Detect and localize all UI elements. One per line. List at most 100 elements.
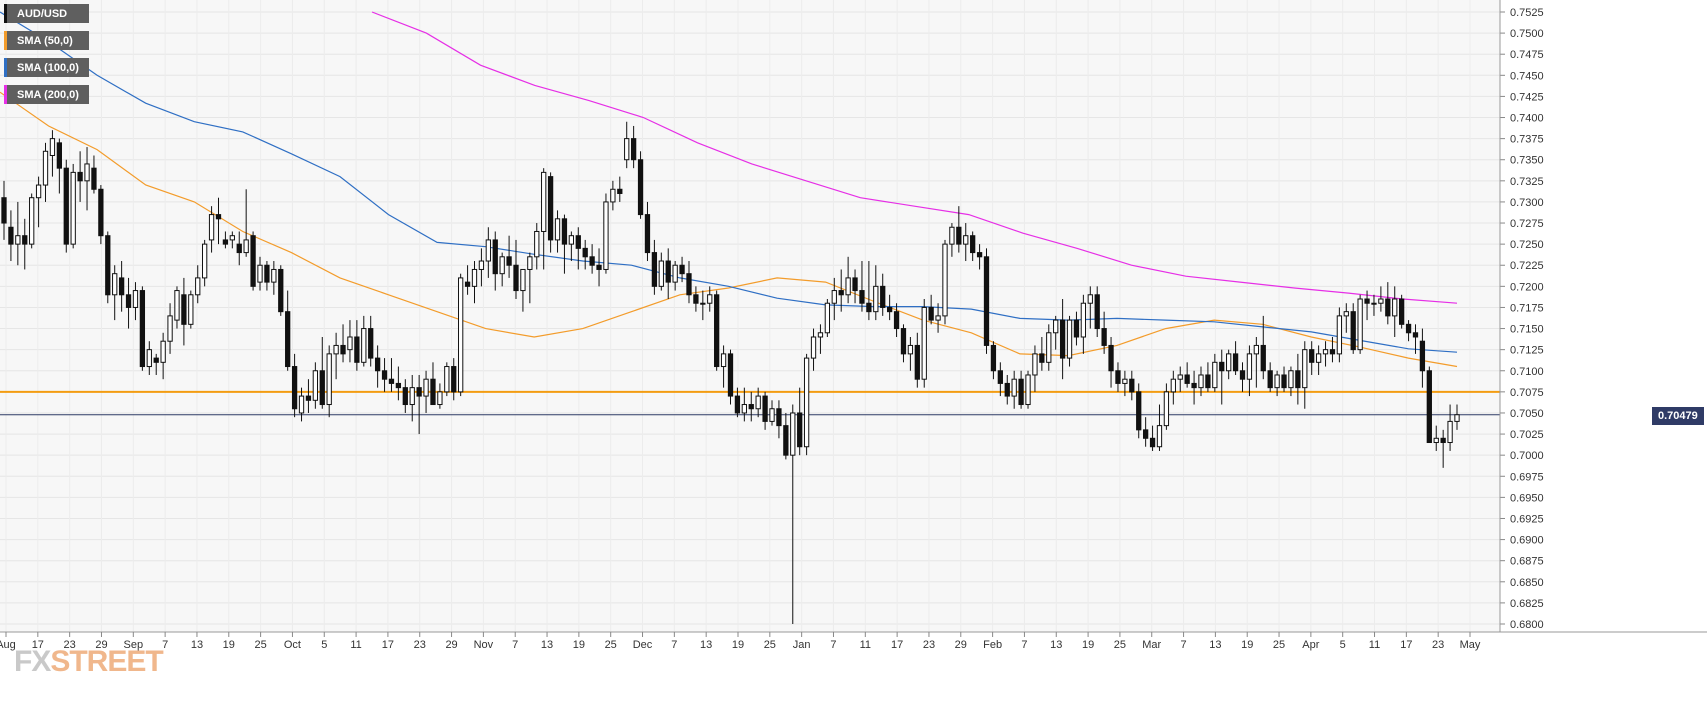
candle-body-bearish	[1232, 353, 1239, 372]
candle-body-bullish	[803, 357, 810, 448]
x-tick-label: 13	[1209, 639, 1221, 651]
candles	[1, 121, 1460, 624]
candle	[402, 379, 408, 413]
legend-label-sma50: SMA (50,0)	[17, 34, 73, 47]
y-tick-label: 0.7100	[1510, 366, 1544, 378]
sma-line	[0, 91, 1458, 368]
candle-body-bullish	[963, 235, 969, 245]
candle-body-bullish	[845, 277, 851, 296]
candle-body-bearish	[305, 395, 312, 401]
candle	[15, 201, 21, 266]
candle	[215, 197, 222, 245]
candle	[181, 277, 187, 346]
candle	[575, 227, 581, 270]
candle	[1454, 404, 1460, 430]
candle-body-bearish	[1412, 332, 1419, 338]
candle	[1087, 286, 1093, 329]
candle	[70, 163, 76, 249]
candle	[35, 176, 42, 228]
candle-body-bearish	[617, 188, 623, 194]
candle-body-bearish	[250, 235, 256, 287]
candle-body-bullish	[1170, 378, 1176, 393]
candle-body-bullish	[1080, 302, 1087, 338]
candle	[29, 193, 35, 249]
candle-body-bullish	[70, 171, 76, 245]
candle	[534, 223, 540, 270]
candle	[658, 252, 664, 291]
candle	[769, 400, 775, 426]
candle-body-bullish	[208, 214, 215, 241]
candle	[1329, 336, 1336, 363]
candle-body-bullish	[1011, 378, 1017, 397]
candle-body-bullish	[333, 344, 339, 355]
candle-body-bearish	[236, 243, 242, 254]
x-tick-label: 19	[1082, 639, 1094, 651]
candle-body-bearish	[727, 353, 734, 397]
candle	[686, 261, 692, 304]
candle	[478, 248, 485, 287]
x-tick-label: 19	[1241, 639, 1253, 651]
candle-body-bearish	[63, 167, 69, 245]
candle-body-bearish	[582, 247, 588, 258]
x-tick-label: Feb	[983, 639, 1002, 651]
x-tick-label: 11	[350, 639, 361, 651]
candle-body-bearish	[783, 425, 789, 456]
candle-body-bearish	[222, 239, 229, 245]
candle	[700, 290, 706, 321]
candle	[174, 286, 180, 329]
candle-body-bullish	[112, 273, 118, 296]
y-tick-label: 0.6875	[1510, 556, 1544, 568]
candle	[1059, 299, 1066, 380]
candle	[1205, 362, 1211, 392]
legend-item-sma100[interactable]: SMA (100,0)	[4, 58, 89, 77]
candle-body-bearish	[91, 167, 97, 190]
candle	[582, 239, 588, 270]
x-tick-label: 23	[923, 639, 935, 651]
candle-body-bullish	[257, 264, 263, 283]
candle-body-bearish	[762, 395, 768, 422]
candle	[520, 268, 526, 312]
candle	[105, 231, 111, 304]
candle-body-bullish	[409, 387, 415, 406]
candle-body-bearish	[596, 264, 602, 270]
legend-item-sma50[interactable]: SMA (50,0)	[4, 31, 89, 50]
candle	[222, 231, 229, 249]
plot-background	[0, 0, 1500, 632]
legend-item-sma200[interactable]: SMA (200,0)	[4, 85, 89, 104]
logo-street: STREET	[50, 645, 163, 678]
candle	[1426, 366, 1432, 444]
candle-body-bearish	[430, 378, 436, 406]
candle	[285, 290, 291, 371]
candle	[1046, 324, 1052, 371]
candle-body-bullish	[312, 370, 319, 401]
candle	[1039, 336, 1045, 371]
x-tick-label: 7	[512, 639, 518, 651]
legend-item-audusd[interactable]: AUD/USD	[4, 4, 89, 23]
candle	[395, 366, 402, 401]
y-tick-label: 0.6975	[1510, 471, 1544, 483]
candle	[1364, 290, 1370, 321]
candle-body-bearish	[1101, 328, 1107, 346]
candle	[1073, 311, 1080, 346]
x-tick-label: 29	[445, 639, 457, 651]
candle-body-bullish	[741, 404, 747, 414]
y-tick-label: 0.7450	[1510, 70, 1544, 82]
candle-body-bullish	[707, 294, 713, 304]
candle	[1163, 383, 1170, 430]
candle-body-bearish	[893, 311, 900, 330]
candle-body-bearish	[644, 214, 651, 254]
candle	[852, 269, 858, 304]
candle-body-bearish	[1399, 298, 1405, 325]
candle	[471, 261, 478, 304]
candle-body-bearish	[416, 387, 422, 397]
candle-body-bullish	[1025, 374, 1031, 406]
x-tick-label: 17	[891, 639, 903, 651]
candle-body-bullish	[1447, 420, 1453, 444]
candle	[880, 273, 886, 316]
candle	[665, 248, 671, 300]
candle-body-bearish	[637, 159, 644, 216]
candle-body-bearish	[1309, 349, 1315, 363]
candle-body-bullish	[84, 163, 90, 182]
candle	[693, 286, 699, 312]
candle-body-bullish	[1046, 332, 1052, 363]
